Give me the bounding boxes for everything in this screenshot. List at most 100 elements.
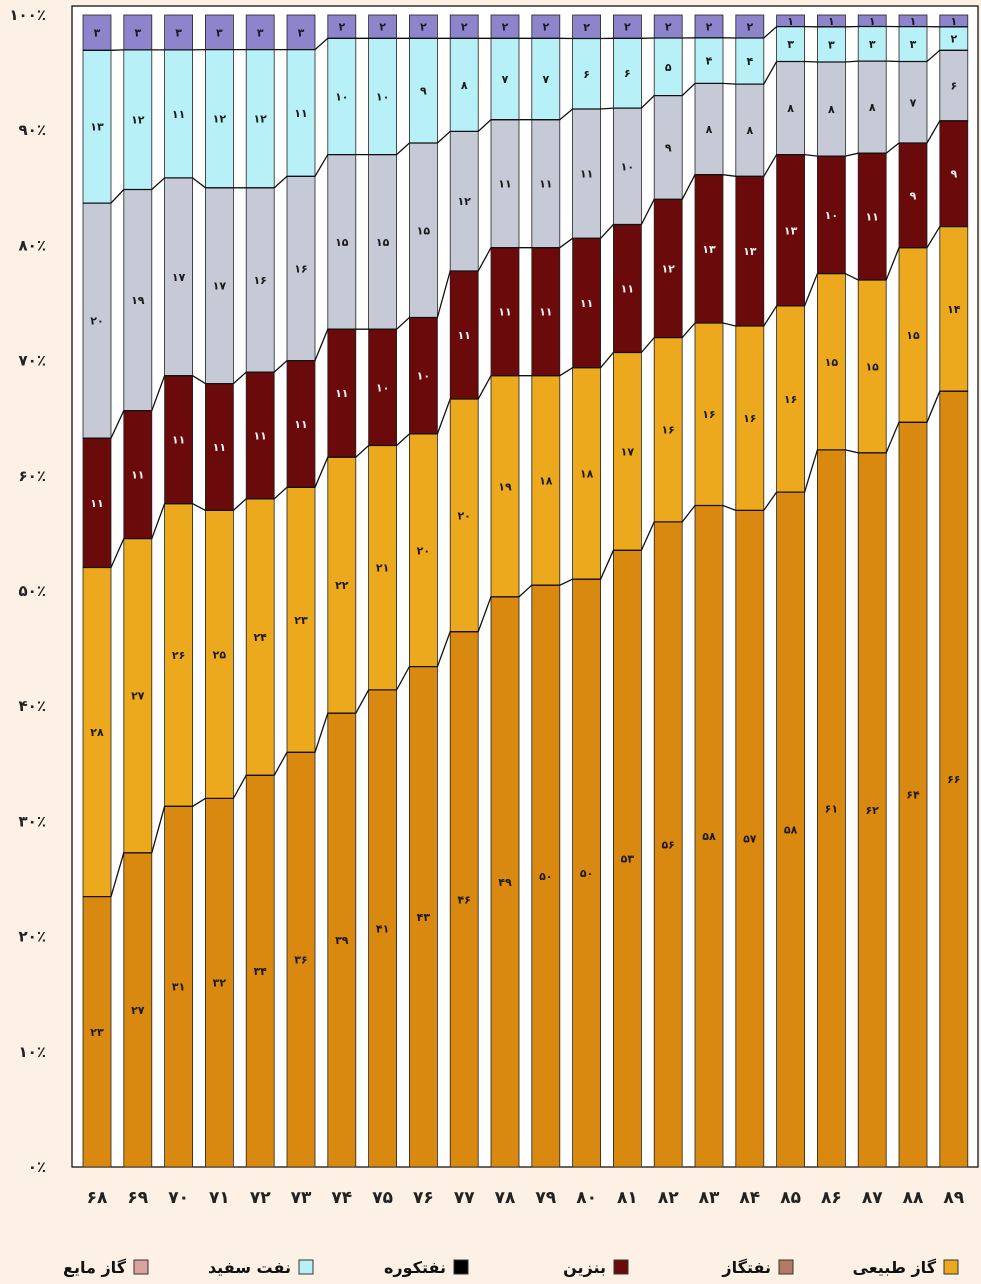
connector-line <box>83 120 968 439</box>
data-label: ۶۴ <box>906 789 920 802</box>
y-axis: ۰٪ ۱۰٪ ۲۰٪ ۳۰٪ ۴۰٪ ۵۰٪ ۶۰٪ ۷۰٪ ۸۰٪ ۹۰٪ ۱۰۰٪ <box>9 6 46 1176</box>
bar-segment <box>408 666 438 1168</box>
data-label: ۷ <box>502 73 509 86</box>
data-label: ۱۱ <box>294 418 307 431</box>
bar-segment <box>82 567 112 898</box>
data-label: ۱۵ <box>825 356 839 369</box>
x-tick-label: ۸۴ <box>739 1188 760 1208</box>
bar-segment <box>123 49 153 190</box>
data-label: ۵۸ <box>702 830 716 843</box>
bar-segment <box>245 14 275 50</box>
data-label: ۸ <box>461 79 468 92</box>
data-label: ۱۲ <box>213 113 227 126</box>
legend-label: بنزین <box>563 1258 606 1277</box>
data-label: ۷ <box>542 73 549 86</box>
bar-segment <box>735 325 765 511</box>
data-label: ۳ <box>175 27 182 40</box>
data-label: ۳۲ <box>213 977 227 990</box>
data-label: ۴۶ <box>457 893 470 906</box>
data-label: ۱۶ <box>253 274 266 287</box>
x-tick-label: ۷۱ <box>209 1188 230 1208</box>
data-label: ۳ <box>787 38 794 51</box>
legend-label: نفت سفید <box>208 1258 291 1277</box>
data-label: ۵۰ <box>539 870 552 883</box>
legend-swatch <box>943 1259 959 1275</box>
bar-segment <box>817 449 846 1168</box>
data-label: ۱۰ <box>417 370 430 383</box>
data-label: ۱۳ <box>743 245 757 258</box>
data-label: ۱۱ <box>580 297 593 310</box>
data-label: ۱۶ <box>702 408 715 421</box>
data-label: ۳ <box>134 27 141 40</box>
data-label: ۱۱ <box>498 178 511 191</box>
data-label: ۱۰ <box>621 160 634 173</box>
data-label: ۱۲ <box>131 114 145 127</box>
data-label: ۱۵ <box>417 224 431 237</box>
data-label: ۱۵ <box>335 236 349 249</box>
data-label: ۱۷ <box>213 280 227 293</box>
data-label: ۵۳ <box>621 853 635 866</box>
data-label: ۲۴ <box>253 631 267 644</box>
y-tick-label: ۵۰٪ <box>19 582 46 600</box>
bar-segment <box>327 712 357 1168</box>
bar-segment <box>653 521 683 1168</box>
data-label: ۱۱ <box>172 108 185 121</box>
bar-segment <box>898 61 928 144</box>
data-label: ۱۱ <box>498 306 511 319</box>
legend-swatch <box>133 1259 149 1275</box>
data-label: ۱۳ <box>702 243 716 256</box>
x-tick-label: ۸۶ <box>821 1188 842 1208</box>
data-label: ۴۹ <box>498 876 512 889</box>
bar-segment <box>857 152 887 281</box>
data-label: ۲۳ <box>90 1026 104 1039</box>
data-label: ۱۹ <box>131 294 145 307</box>
data-label: ۲۰ <box>417 544 430 557</box>
data-label: ۸ <box>746 124 753 137</box>
legend-swatch <box>453 1259 469 1275</box>
bar-segment <box>613 549 642 1168</box>
data-label: ۲ <box>746 21 753 34</box>
bar-segment <box>286 486 316 753</box>
data-label: ۳ <box>257 26 264 39</box>
bar-segment <box>82 14 112 51</box>
bar-segment <box>857 60 887 154</box>
data-label: ۱۸ <box>580 467 594 480</box>
data-label: ۳ <box>869 38 876 51</box>
data-label: ۱۶ <box>294 262 307 275</box>
data-label: ۲۱ <box>376 562 389 575</box>
bar-segment <box>857 452 887 1168</box>
data-label: ۵ <box>665 61 672 74</box>
y-tick-label: ۸۰٪ <box>19 236 46 254</box>
bar-segment <box>776 491 805 1168</box>
bar-segment <box>939 390 969 1168</box>
data-label: ۳ <box>94 27 101 40</box>
bar-segment <box>368 154 398 330</box>
y-tick-label: ۰٪ <box>28 1158 46 1176</box>
legend-label: نفتگاز <box>721 1258 771 1277</box>
data-label: ۶ <box>950 80 957 93</box>
data-label: ۲ <box>706 20 713 33</box>
y-tick-label: ۲۰٪ <box>19 928 46 946</box>
data-label: ۶ <box>583 68 590 81</box>
data-label: ۱۱ <box>90 497 103 510</box>
data-label: ۹ <box>950 168 957 181</box>
y-tick-label: ۱۰۰٪ <box>9 6 46 24</box>
data-label: ۱۹ <box>498 480 512 493</box>
data-label: ۴ <box>706 55 713 68</box>
data-label: ۱۰ <box>376 91 389 104</box>
data-label: ۱۱ <box>131 469 144 482</box>
data-label: ۲ <box>665 21 672 34</box>
bar-segment <box>245 774 275 1168</box>
bars-layer <box>82 14 969 1168</box>
connector-line <box>83 225 968 569</box>
x-tick-label: ۸۰ <box>576 1188 597 1208</box>
data-label: ۱۶ <box>743 412 756 425</box>
data-label: ۴۱ <box>376 923 389 936</box>
y-tick-label: ۹۰٪ <box>19 121 46 139</box>
bar-segment <box>368 689 398 1168</box>
bar-segment <box>408 317 438 435</box>
data-label: ۲۳ <box>294 614 308 627</box>
data-label: ۲ <box>542 21 549 34</box>
data-label: ۲۵ <box>213 648 227 661</box>
